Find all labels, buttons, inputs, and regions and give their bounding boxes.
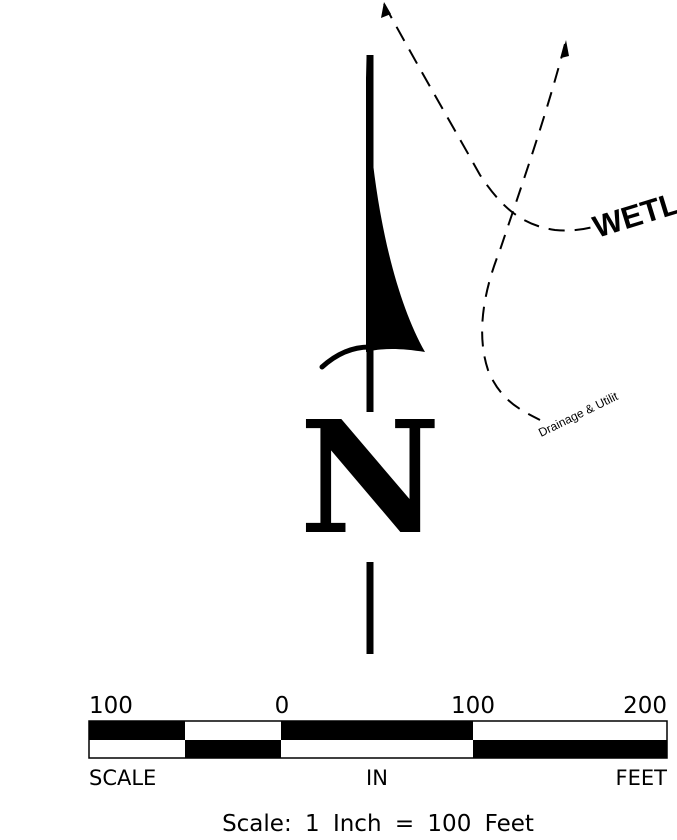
scale-segment-top-1 [89, 721, 185, 740]
scale-tick-label-100: 100 [451, 693, 495, 719]
wetland-boundary: WETL [381, 2, 677, 245]
north-arrow-arc-icon [319, 344, 375, 370]
north-letter: N [299, 386, 441, 569]
scale-segment-top-4 [473, 721, 667, 740]
easement-arrowhead-icon [561, 40, 569, 58]
wetland-boundary-line [383, 3, 601, 232]
scale-segment-top-2 [185, 721, 281, 740]
scale-segment-bottom-2 [185, 740, 281, 758]
scale-bar: 100 0 100 200 SCALE IN FEET Scale: 1 Inc… [88, 693, 668, 837]
easement-line [481, 43, 566, 421]
scale-segment-bottom-1 [89, 740, 185, 758]
scale-note: Scale: 1 Inch = 100 Feet [222, 811, 534, 837]
scale-bar-frame [88, 720, 668, 759]
wetland-label: WETL [589, 186, 677, 245]
easement-label: Drainage & Utilit [536, 389, 621, 440]
scale-segment-top-3 [281, 721, 473, 740]
scale-tick-label-200: 200 [623, 693, 667, 719]
scale-segment-bottom-3 [281, 740, 473, 758]
scale-segment-bottom-4 [473, 740, 667, 758]
north-arrow: N [299, 55, 441, 654]
scale-tick-label-100-left: 100 [89, 693, 133, 719]
scale-caption-scale: SCALE [89, 766, 156, 790]
north-arrow-blade-icon [366, 58, 425, 352]
scale-tick-label-0: 0 [275, 693, 290, 719]
scale-caption-feet: FEET [616, 766, 668, 790]
scale-caption-in: IN [366, 766, 388, 790]
wetland-arrowhead-icon [381, 2, 391, 18]
